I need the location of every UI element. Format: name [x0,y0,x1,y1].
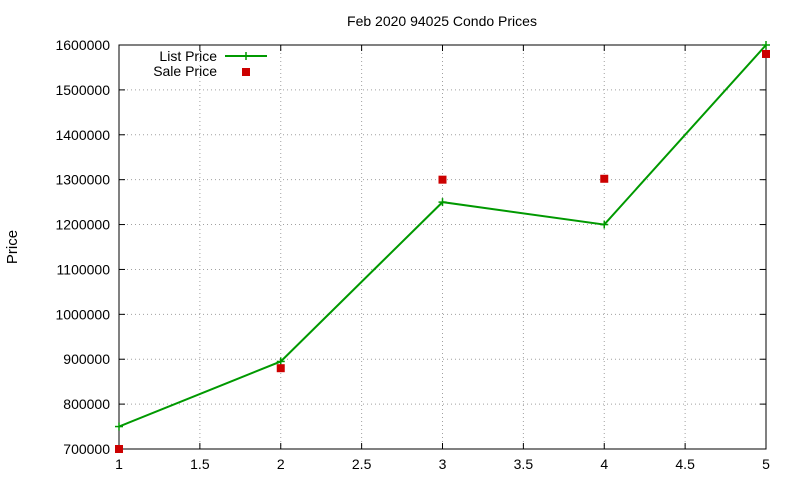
x-tick-label: 1 [115,456,123,472]
legend-swatch-plus [242,52,250,60]
y-tick-label: 1500000 [55,82,110,98]
sale-price-point [438,175,447,184]
x-tick-label: 4 [600,456,608,472]
x-tick-label: 2 [277,456,285,472]
legend-swatch-square [242,68,250,76]
series-sale-price [115,49,770,453]
sale-price-point [115,445,123,453]
series-layer [115,41,770,453]
y-tick-label: 1200000 [55,217,110,233]
y-tick-label: 900000 [63,351,110,367]
series-list-price [115,41,770,431]
y-tick-label: 1100000 [57,261,111,277]
x-tick-label: 5 [762,456,770,472]
tick-layer: 700000 800000 900000 1000000 1100000 1200000 1… [55,37,770,472]
list-price-point [438,198,447,207]
x-tick-label: 3 [439,456,447,472]
x-tick-label: 2.5 [352,456,372,472]
x-tick-label: 3.5 [514,456,534,472]
list-price-point [115,422,123,431]
grid-layer [119,45,766,449]
y-tick-label: 1400000 [55,127,110,143]
y-axis-label: Price [4,230,21,264]
y-tick-label: 1300000 [55,172,110,188]
chart-title: Feb 2020 94025 Condo Prices [347,13,537,29]
sale-price-point [600,174,609,183]
x-tick-label: 4.5 [675,456,695,472]
list-price-point [600,220,609,229]
legend-label: List Price [159,48,217,64]
legend-label: Sale Price [153,63,217,79]
y-tick-label: 700000 [63,441,110,457]
list-price-point [276,357,285,366]
list-price-point [762,41,770,49]
sale-price-point [762,49,770,58]
y-tick-label: 1000000 [55,306,110,322]
y-tick-label: 800000 [63,396,110,412]
x-tick-label: 1.5 [190,456,210,472]
y-tick-label: 1600000 [55,37,110,53]
sale-price-point [276,364,285,373]
